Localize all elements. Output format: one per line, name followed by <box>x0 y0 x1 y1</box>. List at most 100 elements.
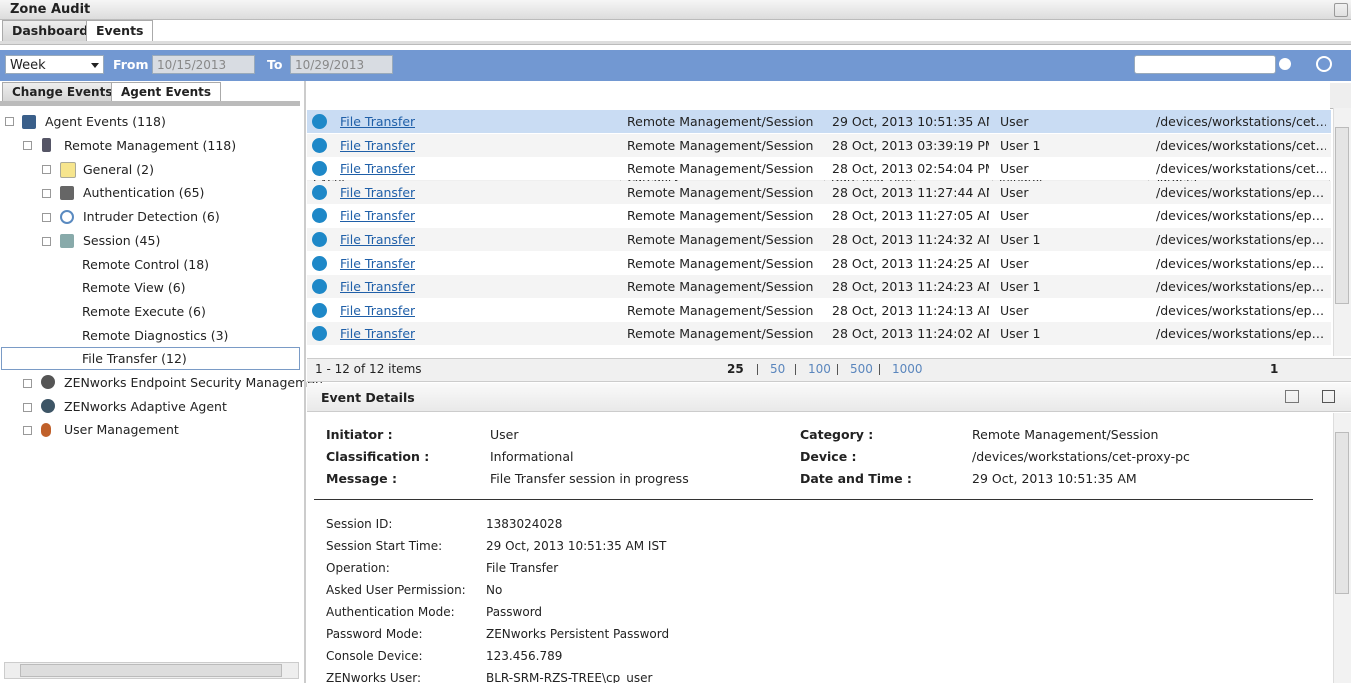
details-title: Event Details <box>321 390 415 405</box>
tree-node[interactable]: ZENworks Adaptive Agent <box>64 399 227 414</box>
grid-cell: 29 Oct, 2013 10:51:35 AM <box>832 114 989 129</box>
tree-node[interactable]: Session (45) <box>83 233 161 248</box>
from-date[interactable]: 10/15/2013 <box>152 55 255 74</box>
tree-node-selected[interactable]: File Transfer (12) <box>82 351 187 366</box>
field-value: ZENworks Persistent Password <box>486 627 670 641</box>
pager-summary: 1 - 12 of 12 items <box>315 362 422 376</box>
grid-cell[interactable]: File Transfer <box>340 161 416 177</box>
tree-node[interactable]: General (2) <box>83 162 154 177</box>
tree-node[interactable]: Remote Control (18) <box>82 257 210 272</box>
grid-cell[interactable]: File Transfer <box>340 232 416 247</box>
tab-strip <box>0 41 1351 45</box>
tree-icon <box>60 162 76 178</box>
grid-row[interactable] <box>307 275 1331 299</box>
tree-node[interactable]: Authentication (65) <box>83 185 205 200</box>
subtab-active[interactable]: Agent Events <box>111 82 222 102</box>
page-size[interactable]: 1000 <box>892 362 923 376</box>
grid-cell[interactable]: File Transfer <box>340 114 416 129</box>
field-value: Password <box>486 605 543 619</box>
detail-label: Classification : <box>326 449 430 464</box>
grid-row[interactable] <box>307 133 1331 157</box>
search-options[interactable] <box>1279 58 1291 70</box>
to-label: To <box>267 57 283 72</box>
refresh-button[interactable] <box>1316 56 1332 72</box>
close-button[interactable] <box>1322 390 1335 403</box>
info-icon <box>312 232 327 247</box>
grid-row[interactable] <box>307 157 1331 181</box>
grid-cell[interactable]: File Transfer <box>340 302 416 318</box>
collapse-button[interactable] <box>1334 3 1348 17</box>
grid-cell[interactable]: File Transfer <box>340 208 416 224</box>
grid-row[interactable] <box>307 110 1331 133</box>
separator <box>757 364 758 375</box>
field-label: Operation: <box>326 561 390 575</box>
grid-cell[interactable]: File Transfer <box>340 184 416 200</box>
tree-expander[interactable] <box>5 117 14 126</box>
tree-node[interactable]: Intruder Detection (6) <box>83 209 220 224</box>
grid-cell: /devices/workstations/ep… <box>1156 208 1325 224</box>
grid-cell: Remote Management/Session <box>627 184 814 200</box>
search-box[interactable] <box>1134 55 1276 74</box>
tree-node[interactable]: User Management <box>64 422 179 437</box>
page-size[interactable]: 100 <box>808 362 831 376</box>
grid-row[interactable] <box>307 204 1331 228</box>
details-header <box>307 383 1351 412</box>
grid-cell: Remote Management/Session <box>627 302 814 318</box>
tree-expander[interactable] <box>23 141 32 150</box>
tree-expander[interactable] <box>42 189 51 198</box>
period-select[interactable]: Week <box>5 55 104 74</box>
popout-button[interactable] <box>1285 390 1299 403</box>
from-label: From <box>113 57 149 72</box>
tree-node[interactable]: Agent Events (118) <box>45 114 166 129</box>
tree-node[interactable]: Remote Execute (6) <box>82 304 206 319</box>
info-icon <box>312 184 327 200</box>
grid-cell: 28 Oct, 2013 02:54:04 PM <box>832 161 989 177</box>
to-date[interactable]: 10/29/2013 <box>290 55 393 74</box>
page-size[interactable]: 25 <box>727 362 744 376</box>
grid-cell: 28 Oct, 2013 11:24:02 AM <box>832 326 989 342</box>
scroll-thumb[interactable] <box>1335 432 1349 594</box>
scroll-thumb[interactable] <box>20 664 282 677</box>
page-size[interactable]: 50 <box>770 362 786 376</box>
divider <box>314 499 1313 500</box>
grid-row[interactable] <box>307 228 1331 251</box>
grid-row[interactable] <box>307 180 1331 204</box>
grid-cell[interactable]: File Transfer <box>340 255 416 271</box>
grid-cell: /devices/workstations/ep… <box>1156 326 1325 342</box>
info-icon <box>312 255 327 271</box>
page-size[interactable]: 500 <box>850 362 873 376</box>
tree-expander[interactable] <box>42 213 51 222</box>
grid-cell: 28 Oct, 2013 11:27:44 AM <box>832 184 989 200</box>
scroll-thumb[interactable] <box>1335 127 1349 304</box>
grid-row[interactable] <box>307 322 1331 346</box>
tree-expander[interactable] <box>23 426 32 435</box>
tab-active[interactable]: Events <box>86 20 154 42</box>
tree: Agent Events (118) Remote Management (11… <box>0 110 323 680</box>
tree-node[interactable]: ZENworks Endpoint Security Managemen <box>64 375 323 390</box>
detail-label: Date and Time : <box>800 471 912 486</box>
grid-cell[interactable]: File Transfer <box>340 326 416 342</box>
grid-cell: Remote Management/Session <box>627 137 814 153</box>
tree-expander[interactable] <box>42 165 51 174</box>
splitter[interactable] <box>304 81 306 683</box>
grid-cell[interactable]: File Transfer <box>340 137 416 153</box>
tree-icon <box>41 375 55 389</box>
grid-row[interactable] <box>307 298 1331 322</box>
tree-expander[interactable] <box>42 237 51 246</box>
tree-node[interactable]: Remote View (6) <box>82 280 186 295</box>
tree-expander[interactable] <box>23 379 32 388</box>
subtab[interactable]: Change Events <box>2 82 123 102</box>
tree-expander[interactable] <box>23 403 32 412</box>
tree-node[interactable]: Remote Management (118) <box>64 138 237 153</box>
grid-cell: /devices/workstations/ep… <box>1156 184 1325 200</box>
tree-selection <box>1 347 300 370</box>
grid-cell[interactable]: File Transfer <box>340 279 416 295</box>
grid-cell: User <box>1000 114 1029 129</box>
tab[interactable]: Dashboard <box>2 20 99 42</box>
page-number[interactable]: 1 <box>1270 362 1279 376</box>
detail-value: 29 Oct, 2013 10:51:35 AM <box>972 471 1137 486</box>
tree-node[interactable]: Remote Diagnostics (3) <box>82 328 229 343</box>
grid-cell: /devices/workstations/cet… <box>1156 161 1326 177</box>
grid-row[interactable] <box>307 251 1331 275</box>
